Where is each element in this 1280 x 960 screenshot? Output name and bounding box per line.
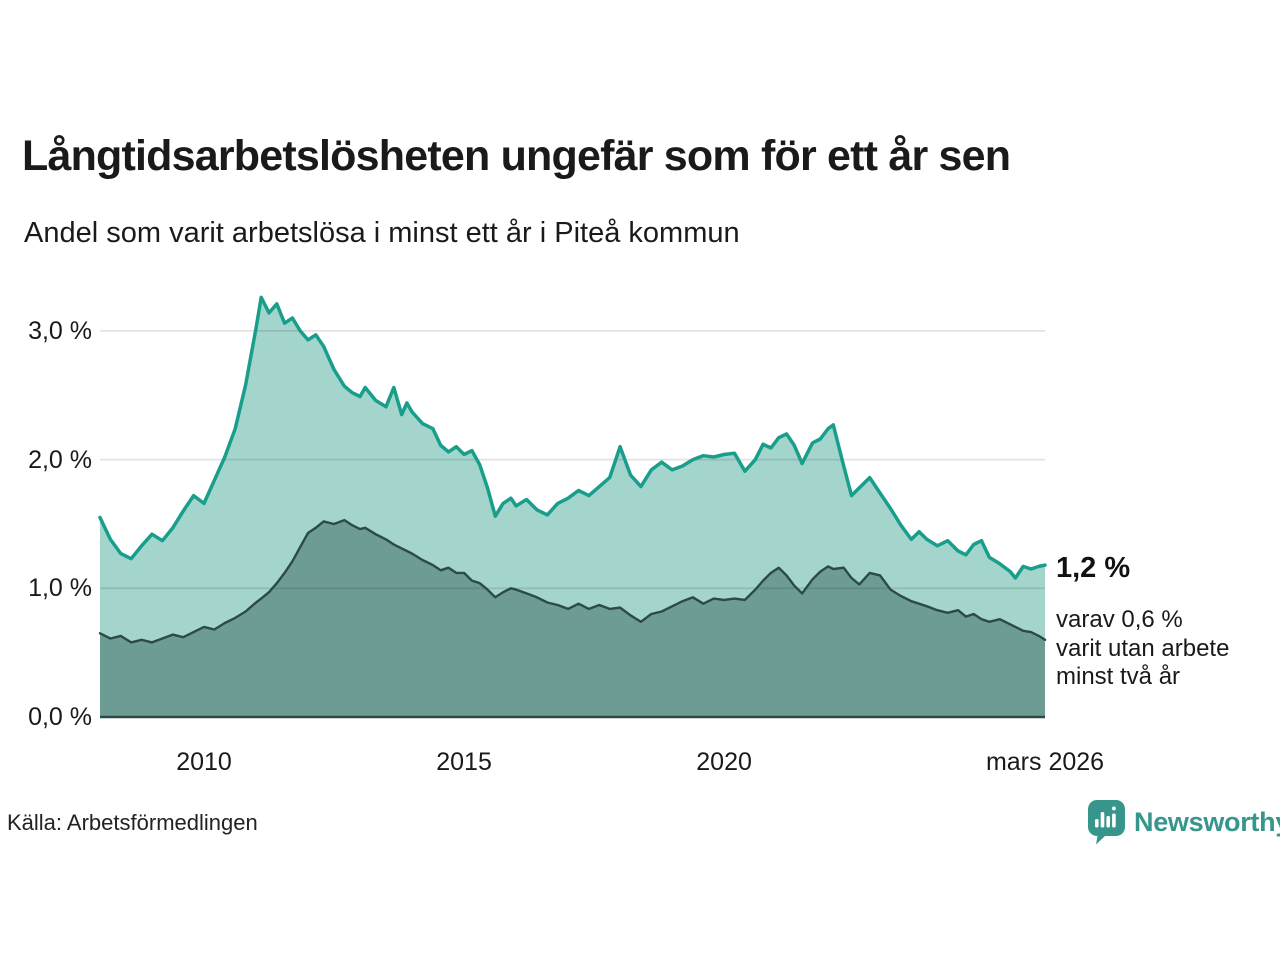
x-axis-tick-label: 2020 <box>696 748 752 776</box>
y-axis-tick-label: 3,0 % <box>28 316 92 345</box>
page-title: Långtidsarbetslösheten ungefär som för e… <box>22 132 1011 180</box>
x-axis-tick-label: 2010 <box>176 748 232 776</box>
y-axis-tick-label: 0,0 % <box>28 703 92 731</box>
source-credit: Källa: Arbetsförmedlingen <box>7 810 258 835</box>
latest-value-detail: varav 0,6 % varit utan arbete minst två … <box>1056 606 1230 690</box>
newsworthy-bubble-icon <box>1088 800 1125 845</box>
latest-value-label: 1,2 % <box>1056 552 1131 584</box>
newsworthy-logo[interactable]: Newsworthy <box>1088 800 1280 845</box>
y-axis-tick-label: 1,0 % <box>28 574 92 603</box>
chart-subtitle: Andel som varit arbetslösa i minst ett å… <box>24 217 740 249</box>
x-axis-tick-label: 2015 <box>436 748 492 776</box>
y-axis-tick-label: 2,0 % <box>28 445 92 474</box>
newsworthy-wordmark: Newsworthy <box>1134 807 1280 837</box>
x-axis-tick-label: mars 2026 <box>985 748 1105 776</box>
